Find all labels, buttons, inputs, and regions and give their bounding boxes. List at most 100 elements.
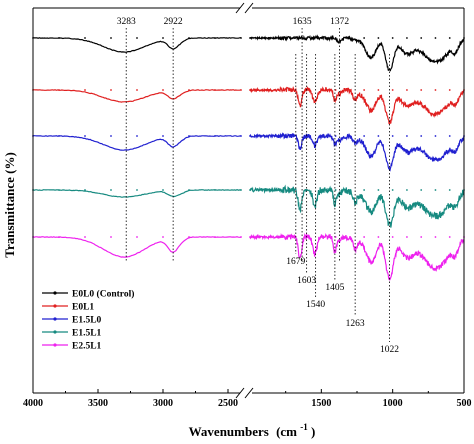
series-marker bbox=[391, 236, 394, 238]
series-marker bbox=[334, 189, 337, 191]
series-marker bbox=[188, 89, 190, 91]
legend-marker bbox=[53, 330, 57, 334]
series-marker bbox=[363, 37, 366, 39]
series-marker bbox=[214, 189, 216, 191]
series-marker bbox=[434, 236, 437, 238]
series-marker bbox=[58, 37, 60, 39]
series-marker bbox=[214, 89, 216, 91]
series-marker bbox=[391, 189, 394, 191]
series-marker bbox=[406, 89, 408, 91]
series-marker bbox=[420, 236, 423, 238]
series-marker bbox=[240, 236, 242, 238]
series-marker bbox=[277, 189, 280, 191]
series-marker bbox=[110, 89, 112, 91]
series-marker bbox=[110, 189, 112, 191]
series-marker bbox=[391, 37, 394, 39]
series-marker bbox=[363, 236, 366, 238]
series-marker bbox=[188, 189, 190, 191]
series-marker bbox=[249, 37, 251, 39]
x-axis-unit: (cm bbox=[276, 424, 297, 439]
series-marker bbox=[58, 135, 60, 137]
series-marker bbox=[136, 37, 138, 39]
legend-label: E1.5L0 bbox=[72, 316, 102, 326]
series-marker bbox=[320, 37, 323, 39]
x-axis-title-main: Wavenumbers bbox=[189, 424, 269, 439]
series-marker bbox=[334, 37, 337, 39]
series-marker bbox=[320, 135, 323, 137]
series-marker bbox=[84, 37, 86, 39]
axis-break-gap bbox=[240, 4, 252, 12]
series-marker bbox=[291, 135, 294, 137]
axis-break-mark bbox=[244, 2, 254, 14]
series-marker bbox=[434, 37, 437, 39]
series-marker bbox=[84, 236, 86, 238]
x-axis-unit-close: ) bbox=[311, 424, 315, 439]
series-marker bbox=[188, 236, 190, 238]
peak-label: 1540 bbox=[306, 300, 325, 310]
series-marker bbox=[363, 89, 366, 91]
series-marker bbox=[348, 37, 351, 39]
series-marker bbox=[420, 89, 423, 91]
series-marker bbox=[136, 189, 138, 191]
series-marker bbox=[320, 189, 323, 191]
x-axis-unit-sup: -1 bbox=[300, 422, 308, 432]
series-marker bbox=[277, 135, 280, 137]
legend-label: E0L0 (Control) bbox=[72, 289, 134, 300]
series-marker bbox=[277, 236, 280, 238]
series-marker bbox=[434, 135, 437, 137]
legend-label: E2.5L1 bbox=[72, 342, 102, 352]
series-marker bbox=[240, 189, 242, 191]
series-marker bbox=[363, 189, 366, 191]
peak-label: 1635 bbox=[293, 17, 312, 27]
series-marker bbox=[162, 89, 164, 91]
series-marker bbox=[448, 135, 451, 137]
peak-label: 1603 bbox=[297, 276, 316, 286]
series-marker bbox=[377, 37, 380, 39]
series-marker bbox=[110, 135, 112, 137]
series-marker bbox=[214, 37, 216, 39]
series-marker bbox=[58, 89, 60, 91]
peak-label: 2922 bbox=[164, 17, 183, 27]
series-marker bbox=[162, 236, 164, 238]
x-tick-label: 3000 bbox=[153, 398, 173, 409]
peak-label: 3283 bbox=[117, 17, 136, 27]
series-marker bbox=[240, 135, 242, 137]
axis-break-mark bbox=[235, 387, 245, 399]
series-marker bbox=[249, 236, 251, 238]
series-marker bbox=[434, 189, 437, 191]
series-marker bbox=[136, 236, 138, 238]
x-tick-label: 500 bbox=[457, 398, 472, 409]
peak-label: 1405 bbox=[325, 283, 344, 293]
series-marker bbox=[84, 189, 86, 191]
series-marker bbox=[291, 189, 294, 191]
plot-area bbox=[32, 34, 465, 281]
series-marker bbox=[110, 236, 112, 238]
series-marker bbox=[263, 189, 266, 191]
series-marker bbox=[391, 89, 394, 91]
series-marker bbox=[240, 89, 242, 91]
series-marker bbox=[377, 89, 380, 91]
series-marker bbox=[406, 37, 408, 39]
series-marker bbox=[277, 37, 280, 39]
series-line bbox=[33, 135, 242, 151]
series-marker bbox=[240, 37, 242, 39]
series-marker bbox=[249, 135, 251, 137]
series-marker bbox=[136, 89, 138, 91]
series-line bbox=[249, 184, 465, 228]
legend: E0L0 (Control) E0L1 E1.5L0 E1.5L1 E2.5L1 bbox=[42, 289, 134, 352]
series-marker bbox=[188, 37, 190, 39]
x-axis-title: Wavenumbers (cm -1 ) bbox=[189, 418, 316, 439]
series-marker bbox=[406, 236, 408, 238]
series-marker bbox=[214, 135, 216, 137]
series-line bbox=[32, 37, 242, 53]
x-tick-label: 1500 bbox=[311, 398, 331, 409]
series-marker bbox=[448, 189, 451, 191]
series-marker bbox=[406, 135, 408, 137]
peak-label: 1372 bbox=[330, 17, 349, 27]
legend-marker bbox=[53, 343, 57, 347]
series-marker bbox=[448, 236, 451, 238]
series-marker bbox=[58, 236, 60, 238]
axis-break-gap bbox=[240, 389, 252, 397]
series-marker bbox=[348, 189, 351, 191]
